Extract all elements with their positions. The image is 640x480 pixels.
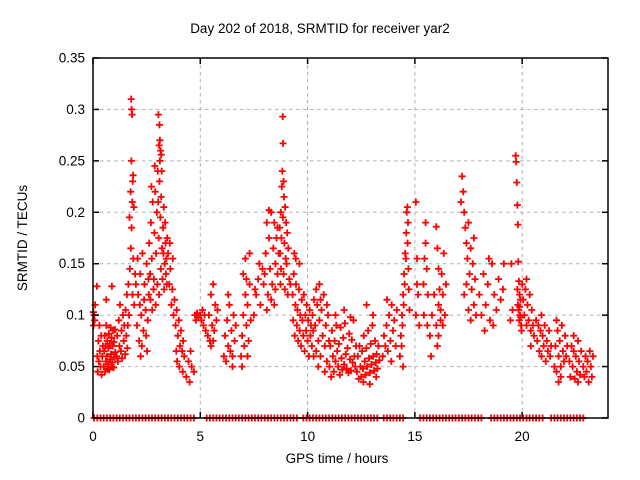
y-tick-label: 0.05 xyxy=(59,359,85,374)
chart-title: Day 202 of 2018, SRMTID for receiver yar… xyxy=(190,21,450,36)
axis-ticks xyxy=(92,57,608,419)
y-axis-label: SRMTID / TECUs xyxy=(15,185,30,292)
plot-border xyxy=(92,57,609,419)
y-tick-label: 0 xyxy=(77,411,85,426)
tick-labels: 0 5 10 15 20 0 0.05 0.1 0.15 0.2 0.25 0.3 0.35 xyxy=(59,51,530,445)
y-tick-label: 0.35 xyxy=(59,51,85,66)
y-tick-label: 0.25 xyxy=(59,153,85,168)
x-tick-label: 5 xyxy=(197,429,205,444)
x-axis-label: GPS time / hours xyxy=(286,451,389,466)
x-tick-label: 0 xyxy=(89,429,97,444)
y-tick-label: 0.1 xyxy=(66,308,85,323)
x-tick-label: 20 xyxy=(515,429,530,444)
y-tick-label: 0.15 xyxy=(59,256,85,271)
y-tick-label: 0.2 xyxy=(66,205,85,220)
y-tick-label: 0.3 xyxy=(66,102,85,117)
data-points xyxy=(89,95,597,388)
x-tick-label: 15 xyxy=(407,429,422,444)
x-tick-label: 10 xyxy=(300,429,315,444)
